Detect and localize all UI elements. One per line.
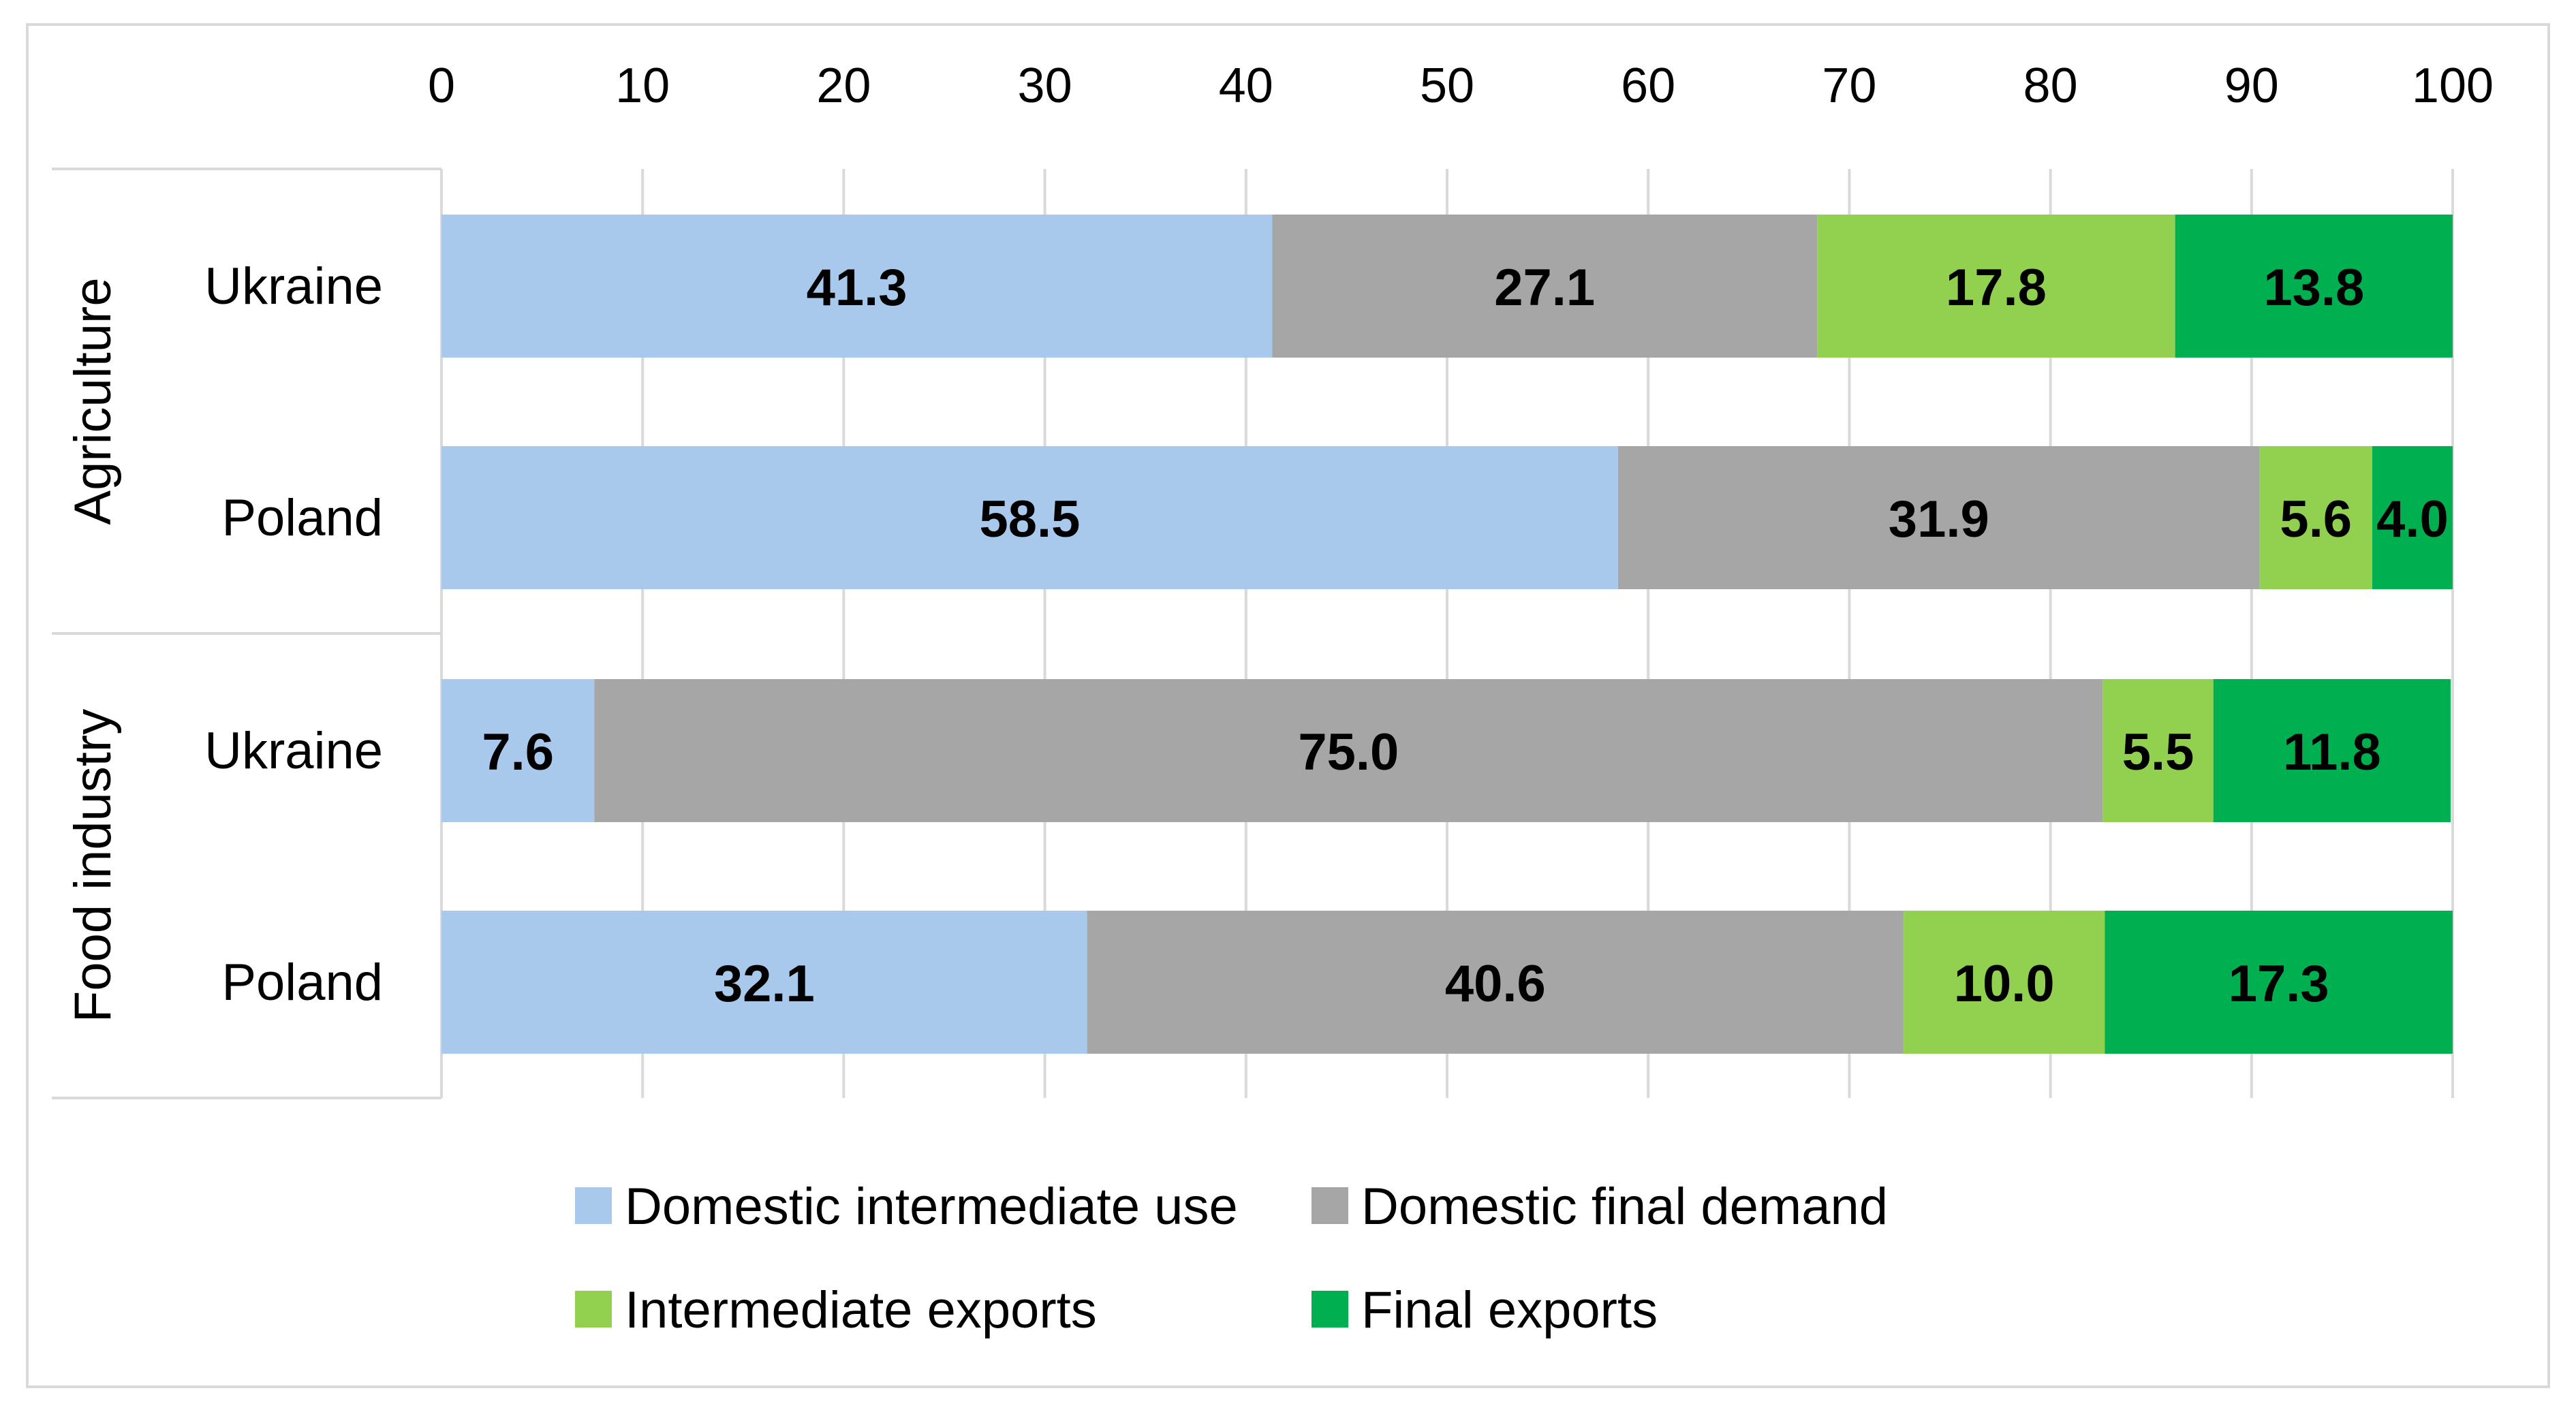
group-label: Food industry (64, 709, 122, 1022)
x-tick-label: 70 (1822, 59, 1876, 113)
data-label: 5.6 (2280, 490, 2352, 548)
category-label: Poland (221, 954, 383, 1011)
data-label: 17.3 (2229, 955, 2329, 1013)
bar-segment (441, 679, 595, 822)
legend-swatch (1312, 1291, 1348, 1328)
bar-segment (594, 679, 2103, 822)
bar-segment (1904, 911, 2105, 1054)
group-label: Agriculture (64, 277, 122, 524)
x-tick-label: 100 (2412, 59, 2494, 113)
data-label: 7.6 (482, 723, 554, 781)
x-tick-label: 50 (1420, 59, 1474, 113)
bar-segment (1087, 911, 1904, 1054)
bar-segment (2259, 446, 2372, 589)
bar-segment (1817, 215, 2175, 358)
bar-segment (2175, 215, 2453, 358)
bar-segment (2102, 679, 2214, 822)
category-label: Ukraine (204, 257, 383, 315)
bar-segment (2372, 446, 2453, 589)
data-label: 41.3 (807, 259, 907, 317)
data-label: 10.0 (1954, 955, 2055, 1013)
x-tick-label: 0 (428, 59, 455, 113)
x-tick-label: 40 (1219, 59, 1273, 113)
data-labels: 41.3 27.1 17.8 13.8 58.5 31.9 5.6 4.0 7.6 75.0 5.5… (482, 259, 2448, 1013)
data-label: 5.5 (2122, 723, 2194, 781)
bar-segment (441, 911, 1087, 1054)
bar-segment (1272, 215, 1818, 358)
data-label: 75.0 (1298, 723, 1399, 781)
legend-swatch (575, 1187, 612, 1224)
bar-segment (441, 446, 1618, 589)
data-label: 31.9 (1889, 490, 1989, 548)
bar-segment (2105, 911, 2453, 1054)
legend: Domestic intermediate use Domestic final … (575, 1178, 1888, 1339)
data-label: 58.5 (979, 490, 1080, 548)
data-label: 32.1 (714, 955, 815, 1013)
legend-label: Intermediate exports (625, 1281, 1097, 1339)
category-labels: Ukraine Poland Ukraine Poland Agriculture Foo… (64, 257, 383, 1022)
data-label: 13.8 (2263, 259, 2364, 317)
bar-segment (1617, 446, 2260, 589)
data-label: 27.1 (1494, 259, 1595, 317)
data-label: 40.6 (1445, 955, 1546, 1013)
data-label: 11.8 (2283, 723, 2381, 781)
category-label: Ukraine (204, 722, 383, 780)
bar-segment (2213, 679, 2451, 822)
x-tick-label: 10 (615, 59, 670, 113)
x-tick-labels: 0 10 20 30 40 50 60 70 80 90 100 (428, 59, 2494, 113)
bars (441, 215, 2453, 1054)
x-tick-label: 90 (2224, 59, 2279, 113)
legend-label: Domestic intermediate use (625, 1178, 1238, 1236)
x-tick-label: 30 (1018, 59, 1072, 113)
legend-label: Domestic final demand (1361, 1178, 1888, 1236)
legend-label: Final exports (1361, 1281, 1658, 1339)
x-tick-label: 60 (1621, 59, 1675, 113)
x-tick-label: 80 (2023, 59, 2078, 113)
legend-swatch (1312, 1187, 1348, 1224)
legend-swatch (575, 1291, 612, 1328)
category-label: Poland (221, 489, 383, 547)
data-label: 4.0 (2376, 490, 2449, 548)
data-label: 17.8 (1946, 259, 2047, 317)
bar-segment (441, 215, 1273, 358)
x-tick-label: 20 (816, 59, 871, 113)
